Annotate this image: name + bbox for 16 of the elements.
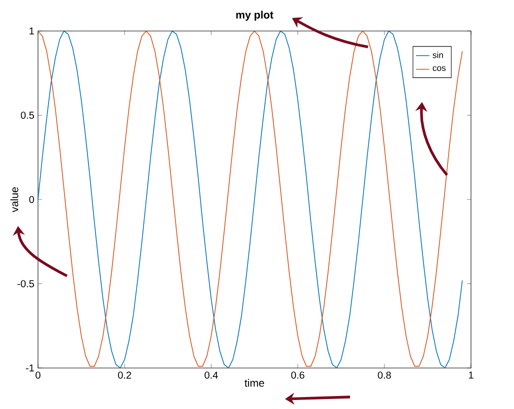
x-tick-label: 1 — [468, 372, 474, 378]
x-tick-label: 0.6 — [291, 372, 304, 379]
y-tick-label: 0 — [29, 196, 34, 204]
y-tick-label: -1 — [26, 364, 34, 372]
x-tick-label: 0.2 — [118, 372, 132, 379]
x-tick-label: 0.4 — [204, 372, 218, 379]
y-tick-label: 0.5 — [20, 112, 34, 119]
legend-label: cos — [432, 66, 446, 71]
y-tick-label: 1 — [30, 28, 34, 34]
x-tick-label: 0.8 — [378, 372, 391, 379]
y-axis-title: value — [10, 187, 18, 212]
x-axis-title: time — [244, 378, 264, 387]
chart-title: my plot — [236, 10, 274, 21]
y-tick-label: -0.5 — [18, 280, 34, 288]
legend-label: sin — [432, 52, 443, 58]
x-tick-label: 0 — [36, 372, 40, 379]
